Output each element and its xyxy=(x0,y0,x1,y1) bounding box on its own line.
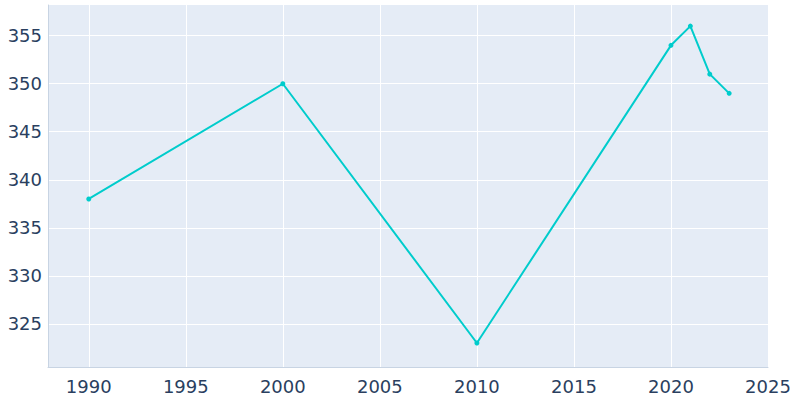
svg-text:2025: 2025 xyxy=(745,376,791,397)
svg-text:2020: 2020 xyxy=(648,376,694,397)
svg-text:2015: 2015 xyxy=(551,376,597,397)
svg-text:345: 345 xyxy=(8,121,42,142)
svg-text:335: 335 xyxy=(8,217,42,238)
svg-text:2010: 2010 xyxy=(454,376,500,397)
svg-text:355: 355 xyxy=(8,25,42,46)
svg-text:1990: 1990 xyxy=(66,376,112,397)
svg-text:340: 340 xyxy=(8,169,42,190)
svg-text:2005: 2005 xyxy=(357,376,403,397)
svg-text:1995: 1995 xyxy=(163,376,209,397)
svg-text:325: 325 xyxy=(8,313,42,334)
svg-text:330: 330 xyxy=(8,265,42,286)
svg-text:350: 350 xyxy=(8,73,42,94)
svg-text:2000: 2000 xyxy=(260,376,306,397)
